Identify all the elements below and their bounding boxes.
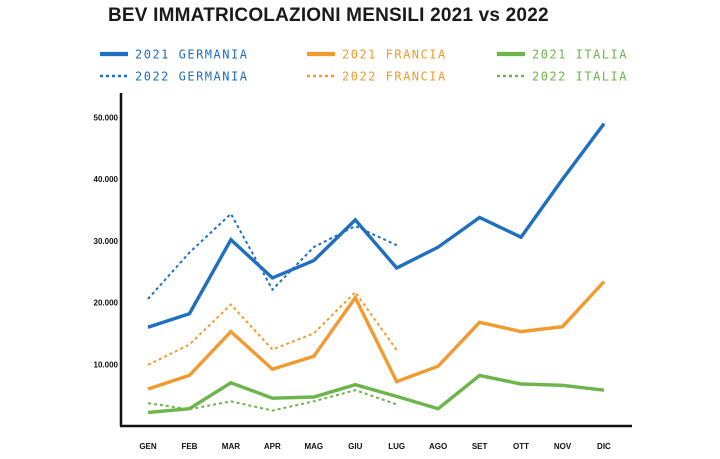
series-line-2021-germania xyxy=(147,122,606,329)
x-tick-label: OTT xyxy=(513,442,529,451)
x-tick-label: DIC xyxy=(597,442,611,451)
x-tick-label: GEN xyxy=(139,442,157,451)
series-line-2022-germania xyxy=(147,212,398,300)
y-tick-label: 50.000 xyxy=(94,114,119,123)
x-tick-label: SET xyxy=(472,442,488,451)
series-line-2021-italia xyxy=(147,373,605,415)
y-tick-label: 30.000 xyxy=(94,237,119,246)
y-axis-ticks: 10.000 20.000 30.000 40.000 50.000 xyxy=(94,114,119,370)
x-axis-ticks: GEN FEB MAR APR MAG GIU LUG AGO SET OTT NOV DIC xyxy=(139,442,611,451)
legend-label: 2021 ITALIA xyxy=(532,48,628,62)
legend-label: 2022 FRANCIA xyxy=(342,70,447,84)
x-tick-label: MAG xyxy=(304,442,323,451)
legend-label: 2022 GERMANIA xyxy=(135,70,248,84)
y-tick-label: 40.000 xyxy=(94,175,119,184)
chart-title: BEV IMMATRICOLAZIONI MENSILI 2021 vs 202… xyxy=(108,5,549,26)
x-tick-label: LUG xyxy=(388,442,405,451)
y-tick-label: 10.000 xyxy=(94,360,119,369)
legend-label: 2021 FRANCIA xyxy=(342,48,447,62)
x-tick-label: GIU xyxy=(348,442,362,451)
series-line-2022-italia xyxy=(147,389,398,412)
legend-label: 2022 ITALIA xyxy=(532,70,628,84)
legend-label: 2021 GERMANIA xyxy=(135,48,248,62)
x-tick-label: AGO xyxy=(429,442,447,451)
series-layer xyxy=(147,122,606,415)
y-tick-label: 20.000 xyxy=(94,299,119,308)
series-line-2021-francia xyxy=(147,280,606,391)
x-tick-label: FEB xyxy=(181,442,197,451)
x-tick-label: APR xyxy=(264,442,281,451)
legend: 2021 GERMANIA 2021 FRANCIA 2021 ITALIA 2022… xyxy=(100,48,628,84)
x-tick-label: NOV xyxy=(554,442,572,451)
x-tick-label: MAR xyxy=(222,442,240,451)
